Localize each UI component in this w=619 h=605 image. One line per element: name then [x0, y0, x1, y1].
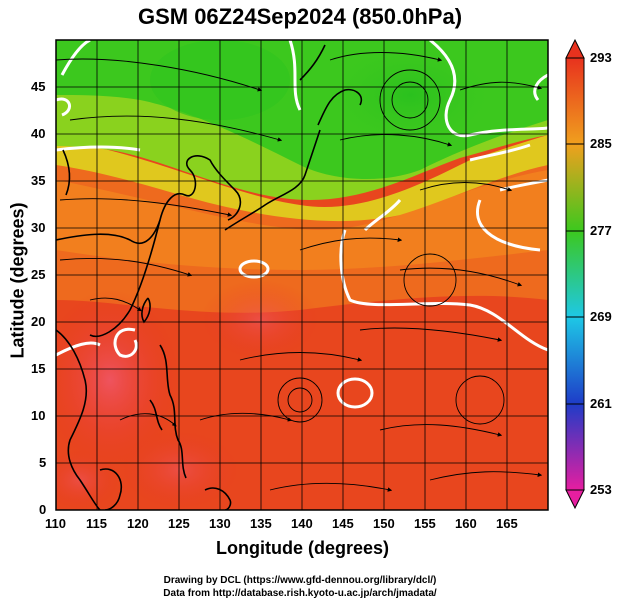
x-tick-label: 120: [127, 516, 149, 531]
credit-data: Data from http://database.rish.kyoto-u.a…: [163, 588, 437, 599]
colorbar-label: 285: [590, 136, 612, 152]
x-tick-label: 155: [414, 516, 436, 531]
colorbar-label: 269: [590, 309, 612, 325]
plot-frame: [55, 39, 549, 511]
x-tick-label: 165: [496, 516, 518, 531]
coastlines: [56, 44, 363, 510]
colorbar-label: 261: [590, 395, 612, 411]
x-axis-label: Longitude (degrees): [215, 538, 389, 558]
isotherm-contours: [56, 40, 548, 409]
x-tick-label: 160: [455, 516, 477, 531]
y-tick-label: 10: [31, 408, 46, 423]
y-tick-label: 40: [31, 126, 46, 141]
y-tick-label: 30: [31, 220, 46, 235]
x-tick-label: 150: [373, 516, 395, 531]
y-tick-label: 0: [39, 502, 47, 517]
colorbar-label: 293: [590, 50, 612, 65]
credit-drawing: Drawing by DCL (https://www.gfd-dennou.o…: [163, 575, 437, 586]
y-tick-label: 5: [39, 455, 47, 470]
y-axis-label: Latitude (degrees): [7, 202, 28, 359]
x-tick-label: 130: [209, 516, 231, 531]
y-tick-label: 20: [31, 314, 46, 329]
y-tick-label: 15: [31, 361, 46, 376]
wind-streamlines: [56, 52, 543, 492]
y-tick-label: 25: [31, 267, 46, 282]
colorbar-label: 253: [590, 482, 612, 497]
x-tick-label: 135: [250, 516, 272, 531]
x-tick-label: 115: [86, 516, 107, 531]
y-tick-label: 35: [31, 173, 46, 188]
x-tick-label: 125: [168, 516, 190, 531]
colorbar-label: 277: [590, 222, 612, 238]
colorbar: [565, 38, 585, 510]
y-tick-label: 45: [31, 79, 46, 94]
x-tick-label: 145: [332, 516, 354, 531]
x-tick-label: 110: [45, 516, 66, 531]
x-tick-label: 140: [291, 516, 313, 531]
chart-title: GSM 06Z24Sep2024 (850.0hPa): [137, 4, 463, 29]
